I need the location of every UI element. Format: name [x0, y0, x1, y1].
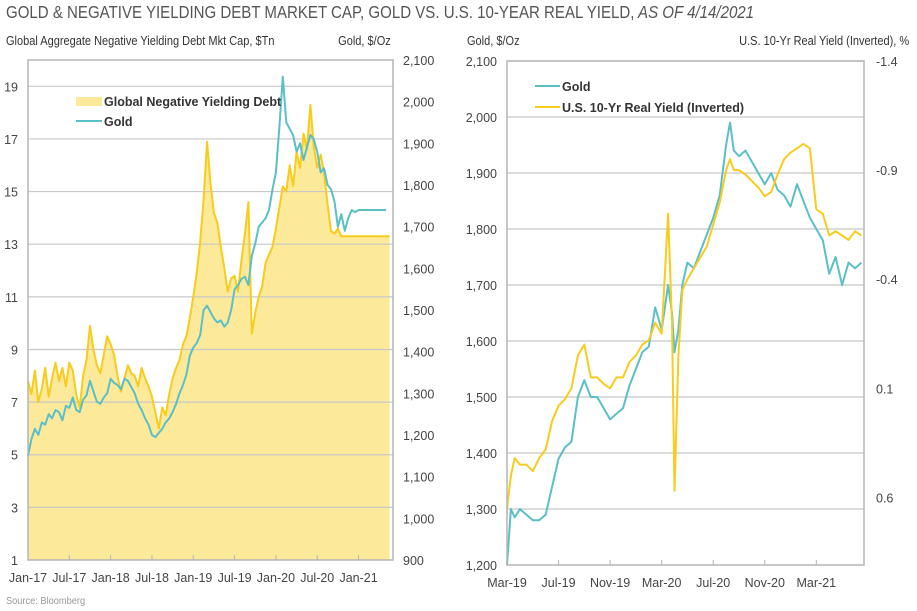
y-right-tick-label: 1,100	[403, 471, 434, 485]
y-right-tick-label: -1.4	[876, 55, 898, 69]
y-left-tick-label: 5	[11, 449, 18, 463]
x-tick-label: Jul-19	[218, 571, 252, 585]
x-tick-label: Jul-17	[52, 571, 86, 585]
y-left-tick-label: 1,200	[466, 559, 497, 573]
y-left-tick-label: 1,800	[466, 223, 497, 237]
y-right-tick-label: 1,500	[403, 304, 434, 318]
plot-frame	[506, 60, 865, 566]
y-left-tick-label: 2,100	[466, 55, 497, 69]
y-right-tick-label: 1,800	[403, 179, 434, 193]
y-left-tick-label: 9	[11, 343, 18, 357]
gold-line	[506, 121, 863, 566]
y-left-tick-label: 2,000	[466, 111, 497, 125]
x-tick-label: Jul-19	[542, 576, 576, 590]
x-tick-label: Mar-19	[487, 576, 527, 590]
y-right-tick-label: -0.4	[876, 273, 898, 287]
x-tick-label: Jul-18	[135, 571, 169, 585]
legend-label-debt: Global Negative Yielding Debt	[104, 95, 282, 109]
x-tick-label: Nov-19	[590, 576, 630, 590]
y-right-tick-label: 2,000	[403, 96, 434, 110]
source-note: Source: Bloomberg	[6, 595, 86, 607]
y-right-tick-label: -0.9	[876, 164, 898, 178]
plot-frame	[27, 59, 394, 561]
y-right-tick-label: 1,600	[403, 262, 434, 276]
y-left-tick-label: 1,900	[466, 167, 497, 181]
y-left-tick-label: 13	[4, 238, 18, 252]
y-left-tick-label: 17	[4, 133, 18, 147]
left-chart-left-axis-label: Global Aggregate Negative Yielding Debt …	[6, 34, 275, 48]
y-left-tick-label: 1,300	[466, 503, 497, 517]
legend-label-real-yield: U.S. 10-Yr Real Yield (Inverted)	[562, 101, 744, 115]
y-left-tick-label: 19	[4, 80, 18, 94]
y-right-tick-label: 0.6	[876, 491, 893, 505]
x-tick-label: Mar-20	[642, 576, 682, 590]
y-right-tick-label: 1,300	[403, 387, 434, 401]
x-tick-label: Jan-17	[9, 571, 47, 585]
x-tick-label: Jul-20	[696, 576, 730, 590]
legend-label-gold: Gold	[104, 115, 132, 129]
right-chart-right-axis-label: U.S. 10-Yr Real Yield (Inverted), %	[739, 34, 909, 48]
x-tick-label: Jan-18	[92, 571, 130, 585]
x-tick-label: Jul-20	[300, 571, 334, 585]
y-left-tick-label: 11	[5, 291, 18, 305]
y-left-tick-label: 7	[11, 396, 18, 410]
debt-area	[28, 104, 390, 560]
y-left-tick-label: 15	[4, 186, 18, 200]
y-right-tick-label: 1,900	[403, 137, 434, 151]
y-right-tick-label: 1,000	[403, 512, 434, 526]
x-tick-label: Jan-19	[174, 571, 212, 585]
y-left-tick-label: 1	[11, 554, 18, 568]
x-tick-label: Jan-21	[339, 571, 377, 585]
y-left-tick-label: 1,400	[466, 447, 497, 461]
y-right-tick-label: 900	[403, 554, 424, 568]
left-chart-right-axis-label: Gold, $/Oz	[338, 34, 391, 48]
y-right-tick-label: 2,100	[403, 54, 434, 68]
y-right-tick-label: 1,400	[403, 346, 434, 360]
page-title: GOLD & NEGATIVE YIELDING DEBT MARKET CAP…	[6, 2, 754, 23]
title-date: AS OF 4/14/2021	[634, 2, 755, 22]
y-right-tick-label: 1,200	[403, 429, 434, 443]
y-left-tick-label: 1,700	[466, 279, 497, 293]
x-tick-label: Nov-20	[745, 576, 785, 590]
y-left-tick-label: 3	[11, 501, 18, 515]
title-main: GOLD & NEGATIVE YIELDING DEBT MARKET CAP…	[6, 2, 635, 22]
x-tick-label: Jan-20	[257, 571, 295, 585]
y-left-tick-label: 1,600	[466, 335, 497, 349]
legend-label-gold: Gold	[562, 80, 590, 94]
y-right-tick-label: 1,700	[403, 221, 434, 235]
debt-line	[27, 103, 390, 430]
x-tick-label: Mar-21	[797, 576, 837, 590]
right-chart-left-axis-label: Gold, $/Oz	[467, 34, 520, 48]
real-yield-line	[506, 142, 862, 509]
y-left-tick-label: 1,500	[466, 391, 497, 405]
legend-swatch-debt	[76, 97, 102, 106]
gold-line	[27, 75, 387, 457]
y-right-tick-label: 0.1	[876, 382, 893, 396]
